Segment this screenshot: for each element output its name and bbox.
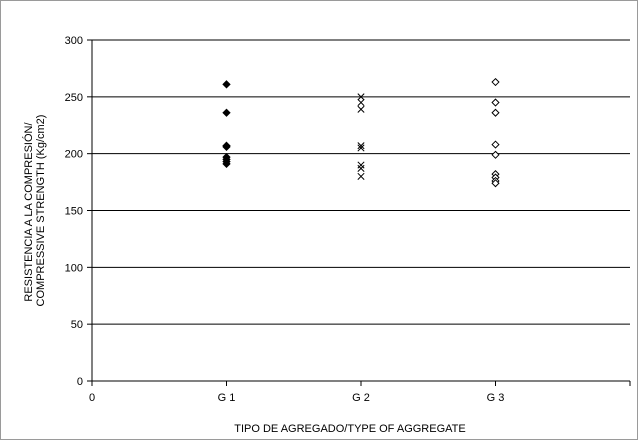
- point-g2-5: [357, 161, 365, 169]
- y-axis-title: RESISTENCIA A LA COMPRESIÓN/ COMPRESSIVE…: [22, 115, 47, 307]
- point-g2-4: [357, 144, 365, 152]
- point-g2-2: [357, 105, 365, 113]
- data-points: [222, 77, 500, 188]
- point-g1-3: [222, 142, 231, 152]
- point-g2-1: [357, 98, 365, 107]
- point-g3-0: [491, 77, 500, 87]
- x-tick-labels: 0 G 1 G 2 G 3: [89, 392, 504, 404]
- point-g3-4: [491, 150, 500, 159]
- x-axis-title: TIPO DE AGREGADO/TYPE OF AGGREGATE: [234, 423, 465, 435]
- y-tick-label-0: 0: [77, 376, 83, 388]
- point-g1-1: [222, 108, 231, 117]
- point-g2-0: [357, 93, 365, 101]
- y-tick-label-150: 150: [65, 206, 83, 218]
- y-axis-title-line-2: COMPRESSIVE STRENGTH (Kg/cm2): [35, 115, 47, 307]
- point-g2-3: [357, 142, 365, 150]
- gridlines: [92, 39, 630, 325]
- y-axis-title-line-1: RESISTENCIA A LA COMPRESIÓN/: [22, 122, 35, 302]
- y-tick-labels: 0 50 100 150 200 250 300: [65, 35, 83, 388]
- x-tick-label-1: G 1: [218, 392, 236, 404]
- point-g1-0: [222, 80, 231, 89]
- y-tick-label-50: 50: [71, 319, 83, 331]
- point-g3-1: [491, 98, 500, 107]
- y-tick-label-200: 200: [65, 149, 83, 161]
- x-tick-label-3: G 3: [487, 392, 505, 404]
- point-g3-8: [491, 179, 500, 188]
- point-g1-7: [222, 159, 231, 169]
- point-g3-3: [491, 140, 500, 149]
- axes: [87, 39, 631, 386]
- point-g3-2: [491, 108, 500, 117]
- point-g2-6: [357, 164, 365, 172]
- y-tick-label-250: 250: [65, 92, 83, 104]
- x-tick-label-2: G 2: [352, 392, 370, 404]
- point-g2-7: [357, 172, 365, 180]
- y-tick-label-100: 100: [65, 262, 83, 274]
- y-tick-label-300: 300: [65, 35, 83, 47]
- x-tick-label-0: 0: [89, 392, 95, 404]
